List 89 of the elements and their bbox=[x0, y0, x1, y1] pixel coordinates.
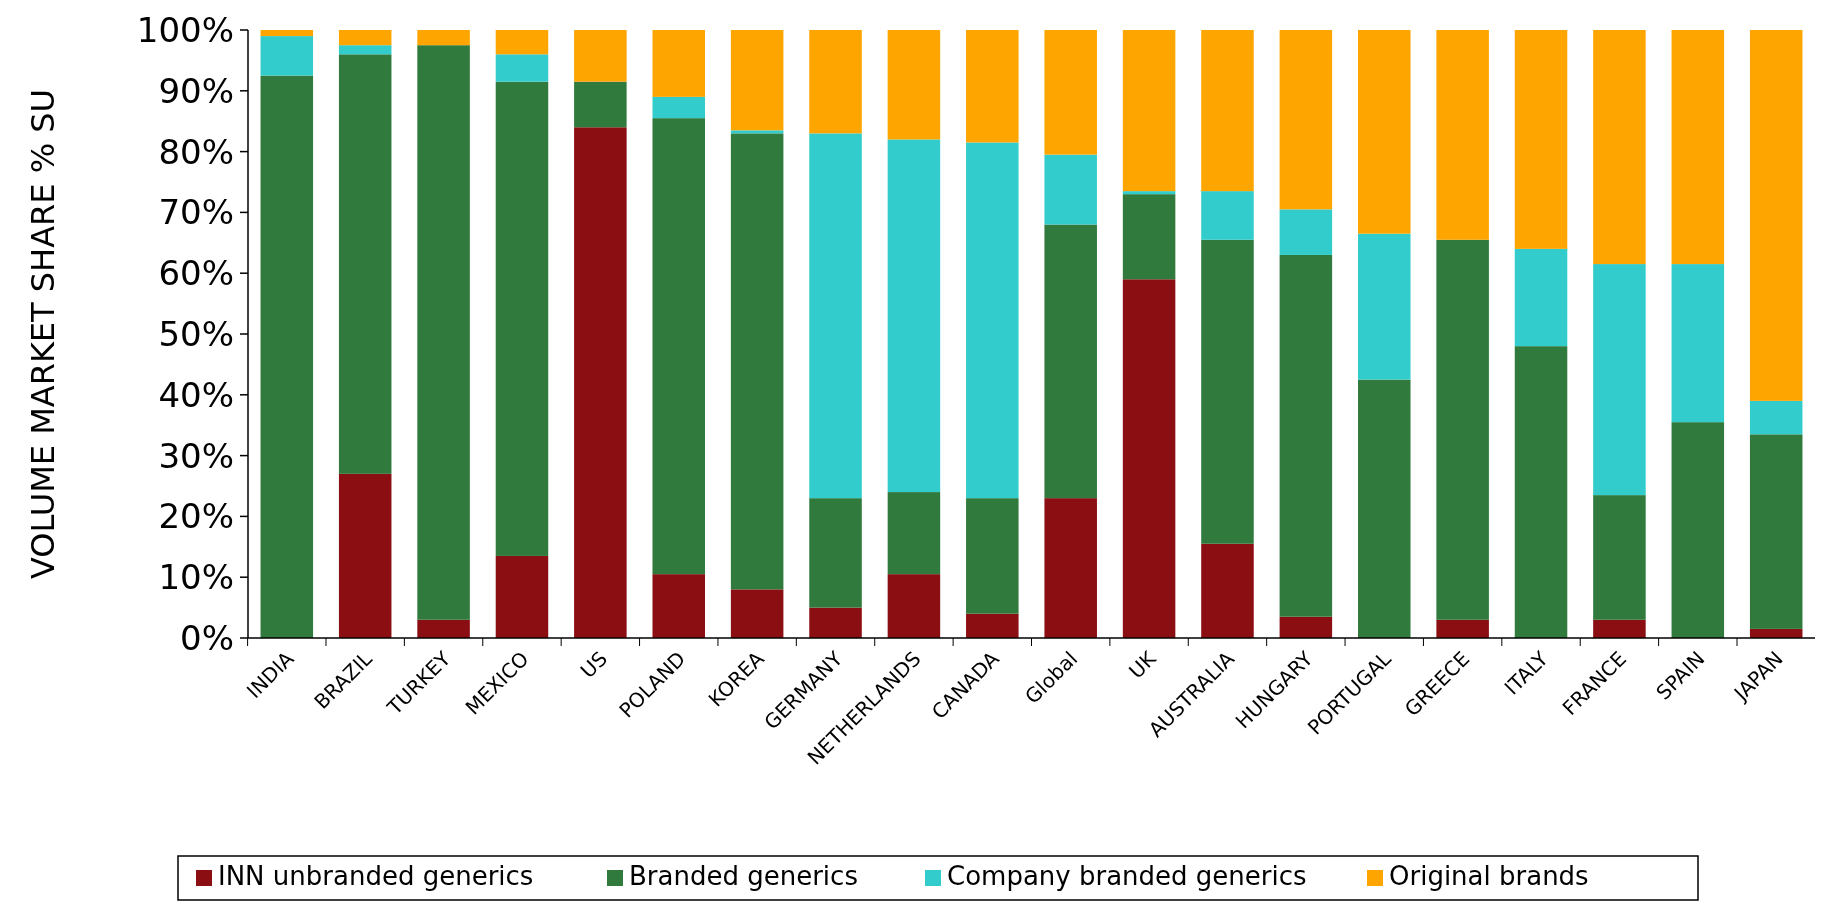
legend-label: INN unbranded generics bbox=[218, 861, 534, 891]
y-tick-label: 40% bbox=[158, 374, 234, 415]
bar bbox=[1044, 154, 1097, 225]
bar bbox=[1436, 30, 1489, 240]
bar bbox=[338, 473, 392, 638]
bar bbox=[1593, 619, 1646, 638]
y-tick-label: 100% bbox=[136, 9, 234, 50]
bar bbox=[1357, 30, 1411, 234]
bar bbox=[966, 613, 1019, 638]
bar bbox=[887, 574, 941, 638]
bar bbox=[1201, 543, 1254, 638]
bar bbox=[1201, 30, 1254, 192]
bar bbox=[338, 54, 392, 474]
bar bbox=[1436, 239, 1489, 620]
bar bbox=[809, 133, 862, 499]
y-axis-title: VOLUME MARKET SHARE % SU bbox=[24, 88, 62, 580]
bar bbox=[1279, 254, 1333, 617]
bar bbox=[1514, 30, 1568, 249]
bar bbox=[1201, 191, 1254, 240]
y-tick-label: 50% bbox=[158, 313, 234, 354]
bar bbox=[260, 36, 314, 76]
bar bbox=[1122, 279, 1176, 638]
bar bbox=[809, 30, 862, 134]
bar bbox=[1593, 30, 1646, 265]
bar bbox=[1279, 209, 1333, 255]
bar bbox=[1671, 422, 1725, 638]
bar bbox=[1593, 495, 1646, 620]
legend-label: Original brands bbox=[1389, 861, 1589, 891]
bar bbox=[338, 45, 392, 55]
y-tick-label: 70% bbox=[158, 192, 234, 233]
bar bbox=[1749, 30, 1803, 401]
y-tick-label: 80% bbox=[158, 131, 234, 172]
bar bbox=[1279, 616, 1333, 638]
bar bbox=[1279, 30, 1333, 210]
bar bbox=[574, 30, 627, 82]
bar bbox=[1122, 194, 1176, 280]
bar bbox=[809, 498, 862, 608]
bar bbox=[574, 127, 627, 638]
bar bbox=[1357, 233, 1411, 380]
bar bbox=[809, 607, 862, 638]
bar bbox=[495, 555, 549, 638]
y-tick-label: 20% bbox=[158, 496, 234, 537]
bar bbox=[652, 96, 706, 119]
x-tick-label: US bbox=[575, 646, 612, 683]
bar bbox=[1593, 264, 1646, 496]
bar bbox=[338, 30, 392, 46]
y-tick-label: 10% bbox=[158, 557, 234, 598]
bar bbox=[1671, 264, 1725, 423]
bar bbox=[887, 30, 941, 140]
bar bbox=[966, 498, 1019, 614]
bar bbox=[1671, 30, 1725, 265]
bar bbox=[260, 30, 314, 37]
bar bbox=[1749, 434, 1803, 629]
bar bbox=[1514, 248, 1568, 347]
bar bbox=[887, 492, 941, 575]
bar bbox=[1436, 619, 1489, 638]
bar bbox=[417, 619, 470, 638]
bar bbox=[1044, 224, 1097, 499]
y-tick-label: 30% bbox=[158, 435, 234, 476]
bar bbox=[1044, 498, 1097, 638]
bar bbox=[1044, 30, 1097, 155]
y-tick-label: 90% bbox=[158, 70, 234, 111]
y-tick-label: 60% bbox=[158, 253, 234, 294]
bar bbox=[730, 130, 784, 134]
legend-label: Branded generics bbox=[629, 861, 858, 891]
bar bbox=[1122, 191, 1176, 195]
bar bbox=[1749, 400, 1803, 435]
bar bbox=[495, 30, 549, 55]
bar bbox=[887, 139, 941, 493]
bar bbox=[730, 30, 784, 131]
bar bbox=[417, 45, 470, 620]
bar bbox=[1201, 239, 1254, 544]
bar bbox=[652, 30, 706, 97]
bar bbox=[1514, 346, 1568, 638]
legend-label: Company branded generics bbox=[947, 861, 1307, 891]
bar bbox=[730, 589, 784, 638]
bar bbox=[652, 118, 706, 575]
bar bbox=[1357, 379, 1411, 638]
bar bbox=[966, 142, 1019, 499]
bar bbox=[730, 133, 784, 590]
bar bbox=[574, 81, 627, 128]
bar bbox=[495, 81, 549, 556]
bar bbox=[1122, 30, 1176, 192]
bar bbox=[495, 54, 549, 82]
bar bbox=[260, 75, 314, 638]
bar bbox=[652, 574, 706, 638]
bar bbox=[417, 30, 470, 46]
y-tick-label: 0% bbox=[180, 617, 234, 658]
bar bbox=[966, 30, 1019, 143]
